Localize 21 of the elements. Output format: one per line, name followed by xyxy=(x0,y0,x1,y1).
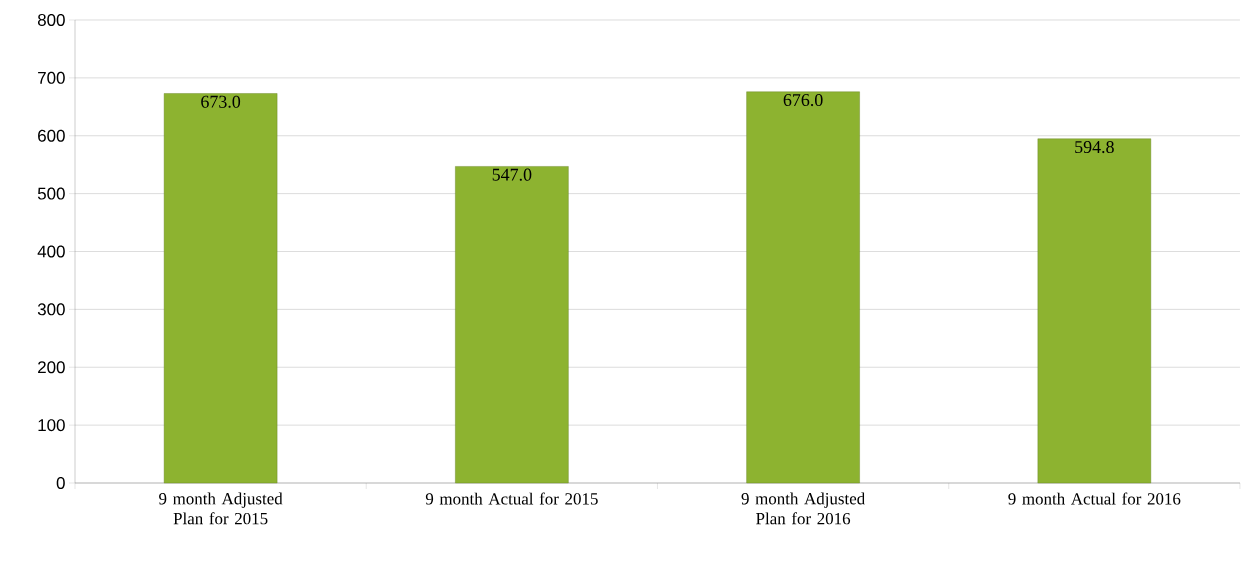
y-tick-label: 400 xyxy=(37,245,65,258)
data-label: 547.0 xyxy=(492,168,532,181)
data-label: 676.0 xyxy=(783,93,823,107)
y-tick-label: 200 xyxy=(38,361,65,374)
data-label: 673.0 xyxy=(201,95,241,108)
bar xyxy=(163,93,278,484)
x-tick-label: 9 month Actual for 2016 xyxy=(1008,492,1181,505)
bar xyxy=(455,166,569,484)
bar xyxy=(746,91,860,484)
x-tick-label: 9 month Adjusted Plan for 2016 xyxy=(741,492,865,525)
y-tick-label: 0 xyxy=(56,477,65,489)
y-tick-label: 500 xyxy=(37,187,65,200)
y-tick-label: 700 xyxy=(38,71,65,84)
data-label: 594.8 xyxy=(1075,140,1114,154)
y-tick-label: 600 xyxy=(38,129,65,142)
y-tick-label: 300 xyxy=(37,303,65,316)
x-tick-label: 9 month Adjusted Plan for 2015 xyxy=(159,492,283,525)
y-tick-label: 100 xyxy=(38,419,65,432)
x-tick-label: 9 month Actual for 2015 xyxy=(425,492,598,505)
bar xyxy=(1037,138,1152,484)
y-tick-label: 800 xyxy=(37,14,65,26)
